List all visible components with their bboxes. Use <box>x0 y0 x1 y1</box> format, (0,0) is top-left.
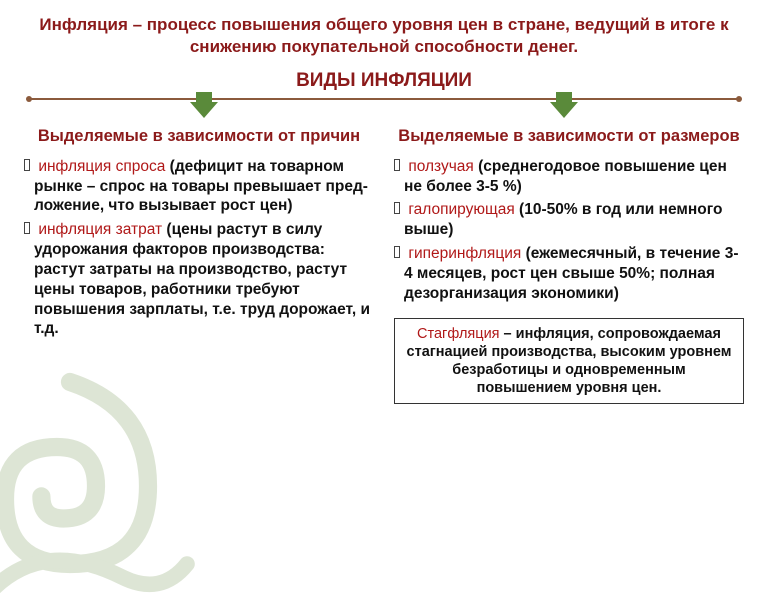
slide-content: Инфляция – процесс повышения общего уров… <box>0 0 768 416</box>
item-term: гиперинфляция <box>408 245 521 262</box>
bullet-icon <box>24 222 30 234</box>
item-term: галопирующая <box>408 201 514 218</box>
stagflation-box: Стагфляция – инфляция, сопровождаемая ст… <box>394 318 744 405</box>
item-desc: (цены растут в силу удорожания факторов … <box>34 221 370 337</box>
bullet-icon <box>24 159 30 171</box>
left-column: Выделяемые в зависимости от причин инфля… <box>24 126 374 404</box>
arrow-down-icon <box>190 102 218 118</box>
list-item: галопирующая (10-50% в год или немного в… <box>394 200 744 240</box>
list-item: ползучая (среднегодовое повышение цен не… <box>394 157 744 197</box>
right-column: Выделяемые в зависимости от размеров пол… <box>394 126 744 404</box>
bullet-icon <box>394 246 400 258</box>
arrow-row <box>24 102 744 118</box>
list-item: гиперинфляция (ежемесячный, в течение 3-… <box>394 244 744 303</box>
item-term: инфляция затрат <box>38 221 162 238</box>
item-term: ползучая <box>408 158 474 175</box>
box-term: Стагфляция <box>417 326 499 342</box>
main-title: Инфляция – процесс повышения общего уров… <box>24 14 744 58</box>
section-subtitle: ВИДЫ ИНФЛЯЦИИ <box>24 70 744 92</box>
list-item: инфляция затрат (цены растут в силу удор… <box>24 220 374 339</box>
divider-line <box>28 98 740 100</box>
list-item: инфляция спроса (дефицит на товарном рын… <box>24 157 374 216</box>
left-column-head: Выделяемые в зависимости от причин <box>24 126 374 147</box>
two-columns: Выделяемые в зависимости от причин инфля… <box>24 126 744 404</box>
item-term: инфляция спроса <box>38 158 165 175</box>
bullet-icon <box>394 159 400 171</box>
bullet-icon <box>394 202 400 214</box>
arrow-down-icon <box>550 102 578 118</box>
right-column-head: Выделяемые в зависимости от размеров <box>394 126 744 147</box>
